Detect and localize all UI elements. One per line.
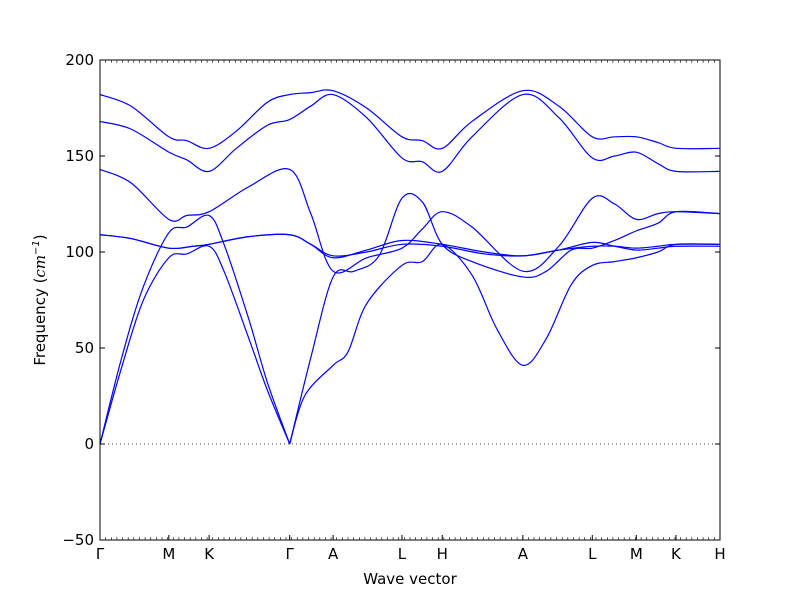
- band-line-2: [99, 214, 291, 445]
- band-line-9: [99, 89, 721, 150]
- y-axis-label-close: ): [31, 234, 49, 240]
- band-line-4: [99, 233, 721, 259]
- y-axis-label: Frequency (cm−1): [31, 234, 49, 365]
- x-axis-label: Wave vector: [363, 570, 457, 588]
- x-tick-label: K: [204, 545, 215, 563]
- x-tick-label: K: [671, 545, 682, 563]
- x-tick-label: L: [588, 545, 597, 563]
- y-axis-label-text: Frequency (: [31, 278, 49, 366]
- y-tick-label: 50: [75, 339, 94, 357]
- y-axis-label-sup: −1: [31, 240, 42, 255]
- x-tick-label: H: [437, 545, 448, 563]
- y-tick-label: 200: [65, 51, 94, 69]
- band-line-6: [289, 243, 721, 445]
- x-tick-label: H: [714, 545, 725, 563]
- x-tick-label: Γ: [96, 545, 105, 563]
- x-tick-label: Γ: [286, 545, 295, 563]
- x-tick-label: M: [630, 545, 643, 563]
- y-tick-label: −50: [62, 531, 94, 549]
- y-axis-label-math: cm: [31, 255, 49, 278]
- band-line-5: [99, 168, 721, 274]
- y-tick-label: 0: [84, 435, 94, 453]
- band-line-1: [99, 245, 291, 445]
- x-tick-label: L: [398, 545, 407, 563]
- band-line-7: [289, 192, 721, 445]
- y-tick-label: 150: [65, 147, 94, 165]
- x-tick-label: A: [518, 545, 529, 563]
- x-tick-label: A: [328, 545, 339, 563]
- x-tick-label: M: [162, 545, 175, 563]
- band-line-8: [99, 93, 721, 173]
- plot-area: [99, 89, 721, 445]
- y-axis-ticks: −50 0 50 100 150 200: [62, 51, 720, 549]
- y-tick-label: 100: [65, 243, 94, 261]
